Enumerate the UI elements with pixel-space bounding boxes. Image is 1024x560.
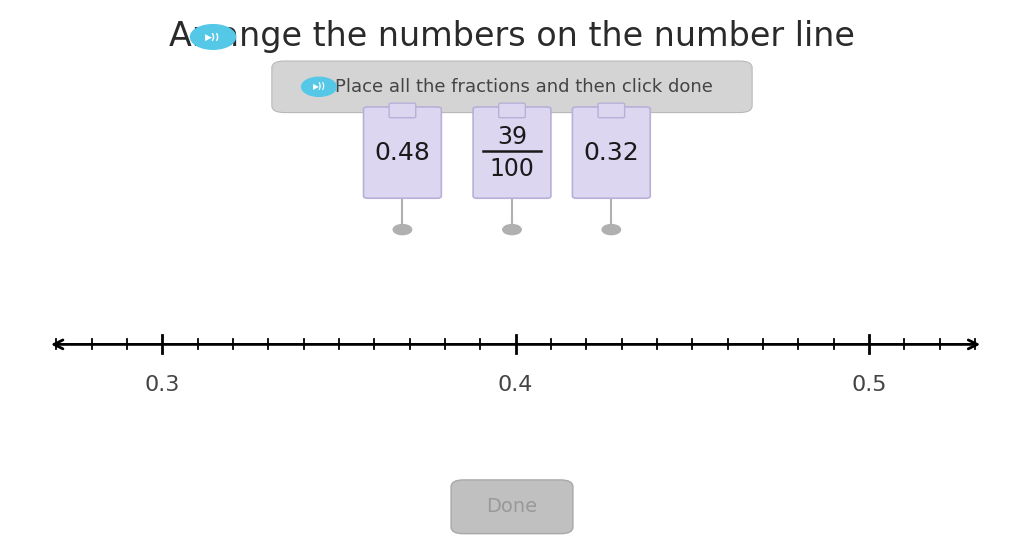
Text: ▶)): ▶)) xyxy=(206,32,220,41)
Text: 39: 39 xyxy=(497,125,527,149)
FancyBboxPatch shape xyxy=(364,107,441,198)
Circle shape xyxy=(190,25,236,49)
Text: 100: 100 xyxy=(489,157,535,181)
FancyBboxPatch shape xyxy=(499,103,525,118)
Text: 0.48: 0.48 xyxy=(375,141,430,165)
FancyBboxPatch shape xyxy=(271,61,752,113)
Circle shape xyxy=(602,225,621,235)
Text: ▶)): ▶)) xyxy=(312,82,326,91)
Text: Done: Done xyxy=(486,497,538,516)
Circle shape xyxy=(503,225,521,235)
Text: 0.4: 0.4 xyxy=(498,375,534,395)
FancyBboxPatch shape xyxy=(451,480,573,534)
Circle shape xyxy=(393,225,412,235)
FancyBboxPatch shape xyxy=(572,107,650,198)
FancyBboxPatch shape xyxy=(473,107,551,198)
Text: 0.5: 0.5 xyxy=(851,375,887,395)
Text: Place all the fractions and then click done: Place all the fractions and then click d… xyxy=(335,78,714,96)
Circle shape xyxy=(301,77,336,96)
Text: Arrange the numbers on the number line: Arrange the numbers on the number line xyxy=(169,21,855,53)
FancyBboxPatch shape xyxy=(598,103,625,118)
Text: 0.32: 0.32 xyxy=(584,141,639,165)
FancyBboxPatch shape xyxy=(389,103,416,118)
Text: 0.3: 0.3 xyxy=(144,375,180,395)
